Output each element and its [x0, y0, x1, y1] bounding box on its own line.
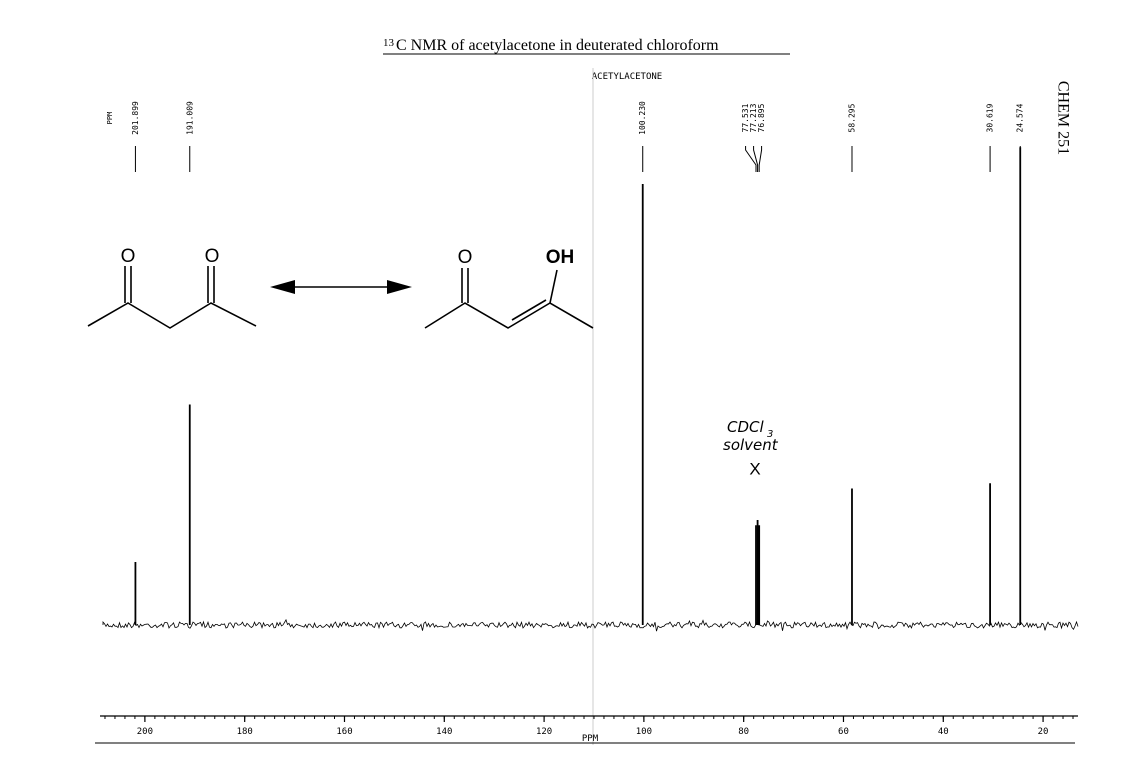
label-axis-title: PPM — [106, 112, 114, 125]
x-tick-label: 200 — [137, 727, 153, 737]
peak-label-leader — [745, 146, 757, 172]
peak-label-leader — [753, 146, 759, 172]
x-tick-label: 120 — [536, 727, 552, 737]
atom-label: O — [121, 246, 136, 267]
x-tick-label: 140 — [436, 727, 452, 737]
baseline-noise — [102, 618, 1079, 632]
atom-label: O — [458, 247, 473, 268]
peak-label: 58.295 — [847, 103, 856, 132]
x-tick-label: 80 — [738, 727, 749, 737]
x-axis-title: PPM — [582, 734, 599, 744]
x-tick-label: 20 — [1038, 727, 1049, 737]
peak-label: 191.009 — [185, 101, 194, 135]
atom-label: OH — [546, 247, 575, 268]
peak-label: 77.213 — [749, 103, 758, 132]
x-tick-label: 100 — [636, 727, 652, 737]
annotation-mark: X — [749, 459, 760, 478]
peak-label: 100.230 — [638, 101, 647, 135]
diketo-structure — [87, 266, 257, 329]
annotation: CDCl — [727, 418, 764, 436]
peak-label: 76.895 — [757, 103, 766, 132]
peak-label-leader — [758, 146, 763, 172]
spectrum-title: ACETYLACETONE — [592, 72, 662, 82]
peak-label: 77.531 — [741, 103, 750, 132]
x-tick-label: 60 — [838, 727, 849, 737]
annotation: solvent — [723, 436, 779, 454]
resonance-arrow — [270, 280, 412, 294]
peak-label: 201.899 — [131, 101, 140, 135]
atom-label: O — [205, 246, 220, 267]
x-tick-label: 40 — [938, 727, 949, 737]
page-title: C NMR of acetylacetone in deuterated chl… — [396, 37, 719, 54]
peak-label: 30.619 — [986, 103, 995, 132]
x-tick-label: 160 — [336, 727, 352, 737]
title-superscript: 13 — [383, 37, 395, 49]
enol-structure — [424, 268, 594, 329]
annotation: 3 — [767, 429, 773, 440]
x-tick-label: 180 — [237, 727, 253, 737]
plot: 200 180 160 140 120 100 80 60 40 20 201.899 191.009… — [102, 101, 1079, 737]
side-label: CHEM 251 — [1054, 81, 1071, 155]
peak-label: 24.574 — [1016, 103, 1025, 132]
